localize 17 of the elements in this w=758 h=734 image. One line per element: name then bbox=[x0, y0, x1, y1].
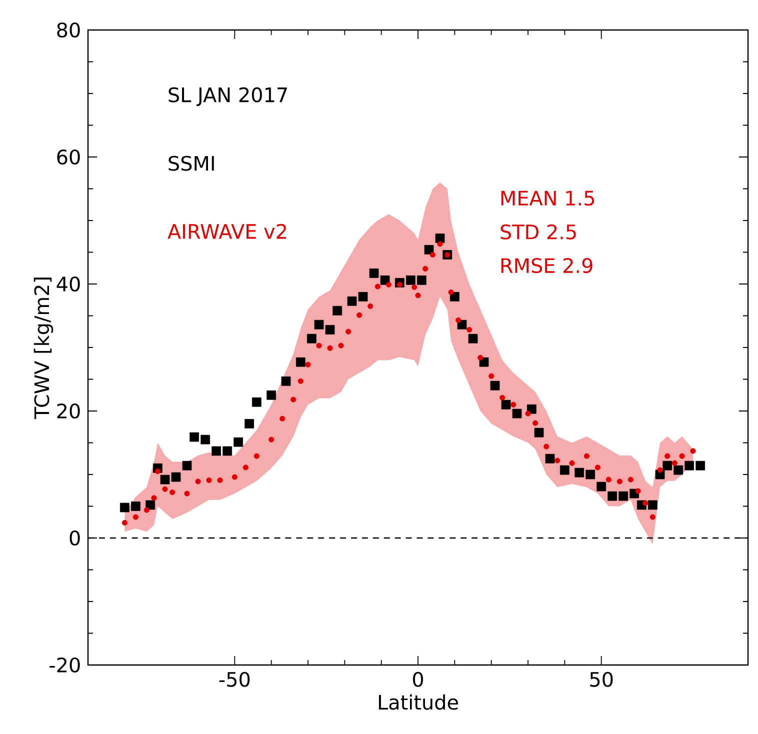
x-tick-label: 50 bbox=[590, 672, 613, 687]
annotation: STD 2.5 bbox=[500, 224, 576, 240]
y-tick-label: 0 bbox=[70, 530, 80, 546]
text: AIRWAVE v2 bbox=[168, 224, 286, 239]
annotation: MEAN 1.5 bbox=[501, 190, 594, 206]
x-tick-label: 0 bbox=[412, 672, 424, 687]
annotation: RMSE 2.9 bbox=[501, 258, 592, 274]
y-axis-title: TCWV [kg/m2] bbox=[34, 278, 54, 420]
text: SSMI bbox=[168, 156, 214, 171]
y-tick-label: -20 bbox=[50, 657, 80, 673]
y-tick-label: 60 bbox=[57, 149, 80, 165]
x-tick-label: -50 bbox=[219, 672, 250, 687]
y-tick-label: 80 bbox=[57, 22, 80, 38]
y-tick-label: 20 bbox=[57, 403, 80, 419]
y-tick-label: 40 bbox=[56, 276, 80, 292]
annotation: SL JAN 2017 bbox=[168, 87, 287, 106]
x-axis-title: Latitude bbox=[378, 694, 458, 710]
